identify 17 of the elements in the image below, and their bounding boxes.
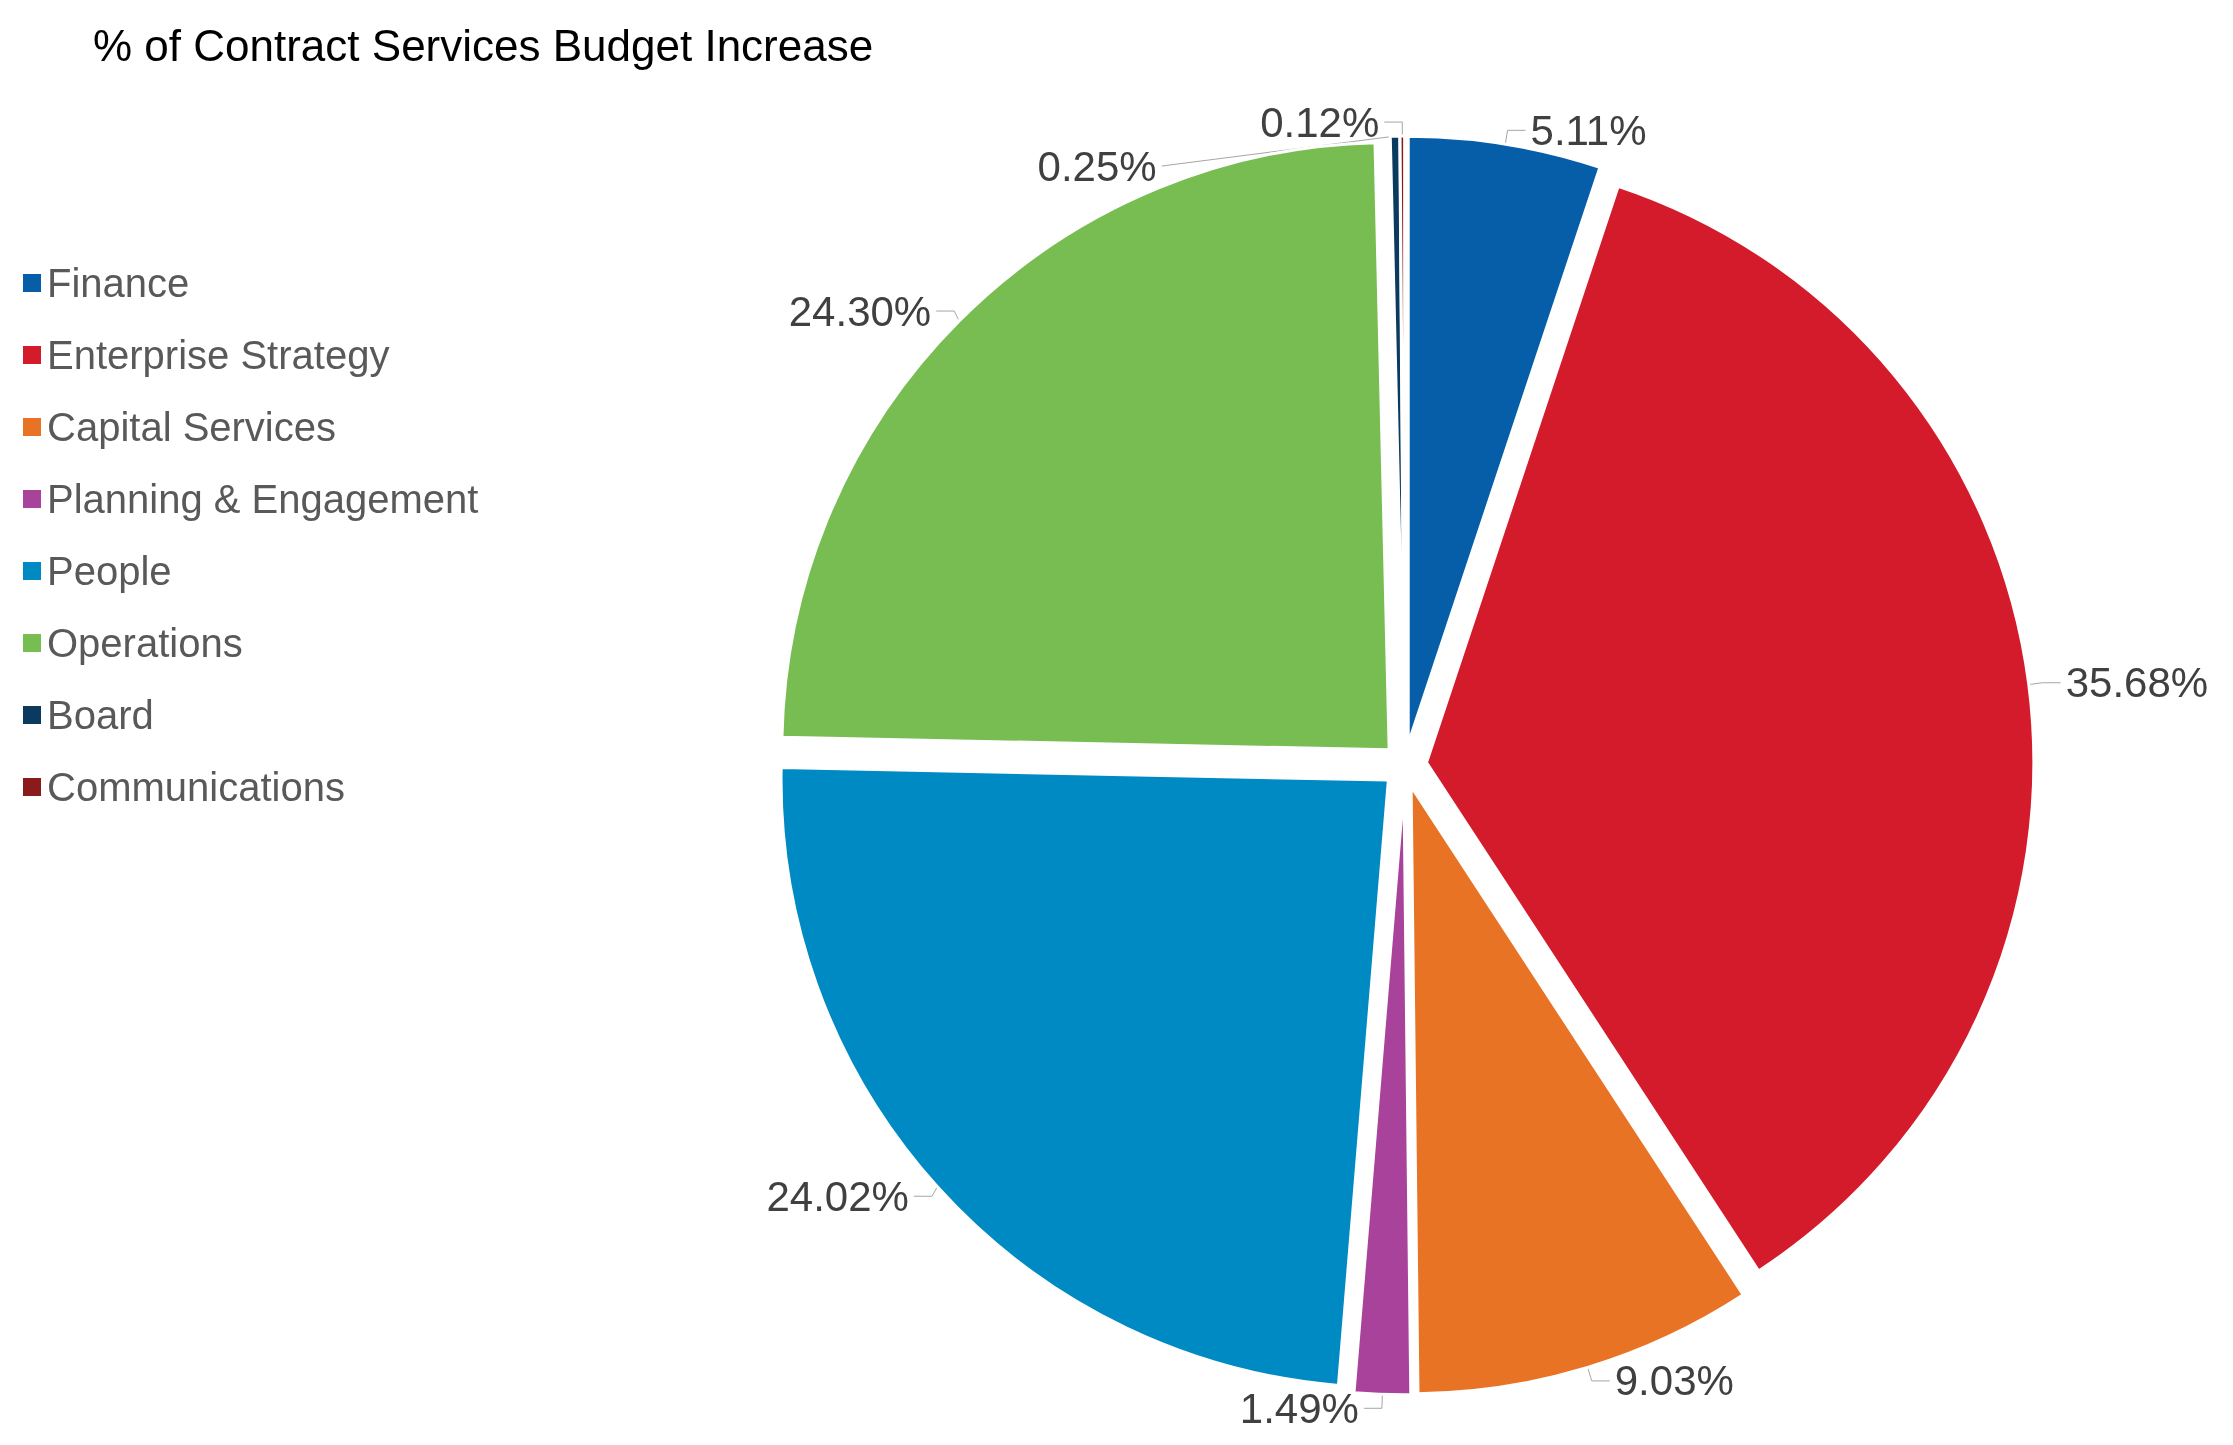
data-label: 35.68% (2065, 659, 2209, 707)
legend-label: Operations (47, 621, 243, 665)
data-label: 5.11% (1530, 106, 1647, 154)
legend-label: Planning & Engagement (47, 477, 479, 521)
legend-label: Enterprise Strategy (47, 333, 390, 377)
data-label: 24.02% (766, 1172, 909, 1220)
data-label: 9.03% (1614, 1357, 1734, 1405)
data-label: 24.30% (788, 287, 932, 335)
data-label: 0.25% (1037, 142, 1157, 190)
data-label: 0.12% (1260, 98, 1380, 146)
chart-title: % of Contract Services Budget Increase (93, 20, 874, 70)
legend-label: Finance (47, 261, 190, 305)
legend-label: Capital Services (47, 405, 337, 449)
legend-label: Board (47, 693, 154, 737)
legend-label: Communications (47, 765, 345, 809)
data-label: 1.49% (1239, 1384, 1359, 1432)
legend-label: People (47, 549, 172, 593)
